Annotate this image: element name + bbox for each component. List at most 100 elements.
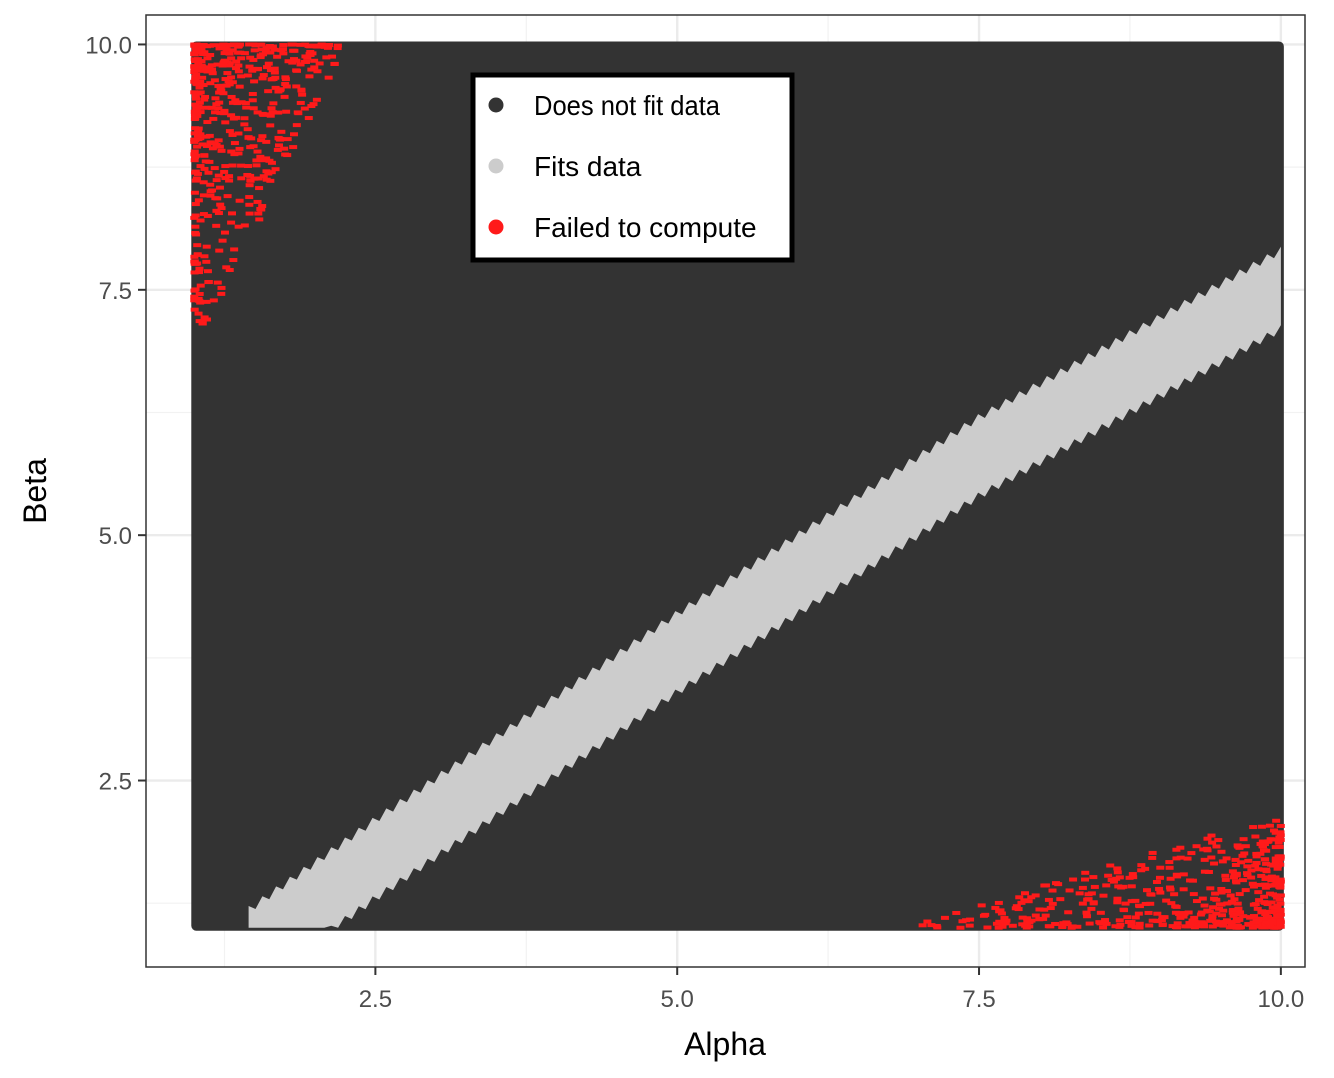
failed-point bbox=[1255, 898, 1264, 903]
failed-point bbox=[210, 78, 219, 83]
failed-point bbox=[1259, 848, 1268, 853]
failed-point bbox=[1239, 837, 1248, 842]
failed-point bbox=[245, 195, 254, 200]
failed-point bbox=[262, 156, 271, 161]
failed-point bbox=[245, 202, 254, 207]
failed-point bbox=[199, 193, 208, 198]
failed-point bbox=[204, 280, 213, 285]
failed-point bbox=[1251, 834, 1260, 839]
failed-point bbox=[1176, 845, 1185, 850]
failed-point bbox=[1218, 859, 1227, 864]
failed-point bbox=[1276, 893, 1285, 898]
failed-point bbox=[262, 65, 271, 70]
failed-point bbox=[1188, 918, 1197, 923]
failed-point bbox=[227, 220, 236, 225]
failed-point bbox=[1274, 863, 1283, 868]
failed-point bbox=[243, 73, 252, 78]
failed-point bbox=[1275, 835, 1284, 840]
failed-point bbox=[1212, 911, 1221, 916]
failed-point bbox=[264, 171, 273, 176]
failed-point bbox=[217, 291, 226, 296]
y-tick-label: 10.0 bbox=[85, 32, 132, 59]
failed-point bbox=[258, 111, 267, 116]
failed-point bbox=[1274, 908, 1283, 913]
failed-point bbox=[248, 92, 257, 97]
failed-point bbox=[1131, 898, 1140, 903]
failed-point bbox=[1200, 869, 1209, 874]
failed-point bbox=[234, 151, 243, 156]
failed-point bbox=[296, 100, 305, 105]
legend-label-does-not-fit: Does not fit data bbox=[534, 90, 720, 121]
failed-point bbox=[220, 109, 229, 114]
failed-point bbox=[1179, 872, 1188, 877]
failed-point bbox=[209, 116, 218, 121]
failed-point bbox=[269, 101, 278, 106]
failed-point bbox=[1031, 893, 1040, 898]
failed-point bbox=[1275, 844, 1284, 849]
failed-point bbox=[1256, 841, 1265, 846]
legend-box bbox=[470, 72, 795, 263]
failed-point bbox=[1051, 921, 1060, 926]
failed-point bbox=[196, 300, 205, 305]
data-regions bbox=[190, 41, 1285, 931]
failed-point bbox=[1196, 912, 1205, 917]
failed-point bbox=[313, 69, 322, 74]
failed-point bbox=[1167, 901, 1176, 906]
failed-point bbox=[1233, 843, 1242, 848]
failed-point bbox=[1200, 924, 1209, 929]
failed-point bbox=[1245, 922, 1254, 927]
failed-point bbox=[220, 51, 229, 56]
failed-point bbox=[225, 178, 234, 183]
failed-point bbox=[192, 47, 201, 52]
failed-point bbox=[1187, 851, 1196, 856]
failed-point bbox=[266, 113, 275, 118]
failed-point bbox=[211, 96, 220, 101]
failed-point bbox=[196, 110, 205, 115]
failed-point bbox=[245, 64, 254, 69]
failed-point bbox=[1115, 875, 1124, 880]
y-tick-label: 7.5 bbox=[99, 278, 132, 305]
failed-point bbox=[301, 42, 310, 47]
x-tick-label: 5.0 bbox=[661, 986, 694, 1013]
failed-point bbox=[266, 50, 275, 55]
failed-point bbox=[296, 62, 305, 67]
failed-point bbox=[1222, 856, 1231, 861]
failed-point bbox=[1241, 844, 1250, 849]
failed-point bbox=[1217, 849, 1226, 854]
legend-key-fits-data bbox=[488, 158, 504, 174]
failed-point bbox=[248, 68, 257, 73]
failed-point bbox=[216, 202, 225, 207]
failed-point bbox=[196, 283, 205, 288]
failed-point bbox=[196, 164, 205, 169]
failed-point bbox=[1241, 888, 1250, 893]
failed-point bbox=[228, 163, 237, 168]
failed-point bbox=[1227, 924, 1236, 929]
y-tick-label: 5.0 bbox=[99, 523, 132, 550]
failed-point bbox=[1234, 906, 1243, 911]
failed-point bbox=[1145, 923, 1154, 928]
region-does-not-fit-data bbox=[191, 41, 1284, 931]
failed-point bbox=[220, 169, 229, 174]
failed-point bbox=[1137, 863, 1146, 868]
failed-point bbox=[1256, 916, 1265, 921]
failed-point bbox=[1107, 878, 1116, 883]
failed-point bbox=[225, 63, 234, 68]
failed-point bbox=[1189, 892, 1198, 897]
failed-point bbox=[1248, 881, 1257, 886]
x-axis-title: Alpha bbox=[684, 1026, 766, 1062]
failed-point bbox=[225, 82, 234, 87]
failed-point bbox=[1275, 913, 1284, 918]
failed-point bbox=[1276, 924, 1285, 929]
failed-point bbox=[262, 139, 271, 144]
failed-point bbox=[1200, 903, 1209, 908]
failed-point bbox=[1276, 919, 1285, 924]
failed-point bbox=[1232, 916, 1241, 921]
failed-point bbox=[1263, 839, 1272, 844]
failed-point bbox=[1135, 904, 1144, 909]
failed-point bbox=[1208, 924, 1217, 929]
failed-point bbox=[259, 52, 268, 57]
failed-point bbox=[228, 132, 237, 137]
failed-point bbox=[203, 120, 212, 125]
failed-point bbox=[1025, 919, 1034, 924]
failed-point bbox=[191, 178, 200, 183]
